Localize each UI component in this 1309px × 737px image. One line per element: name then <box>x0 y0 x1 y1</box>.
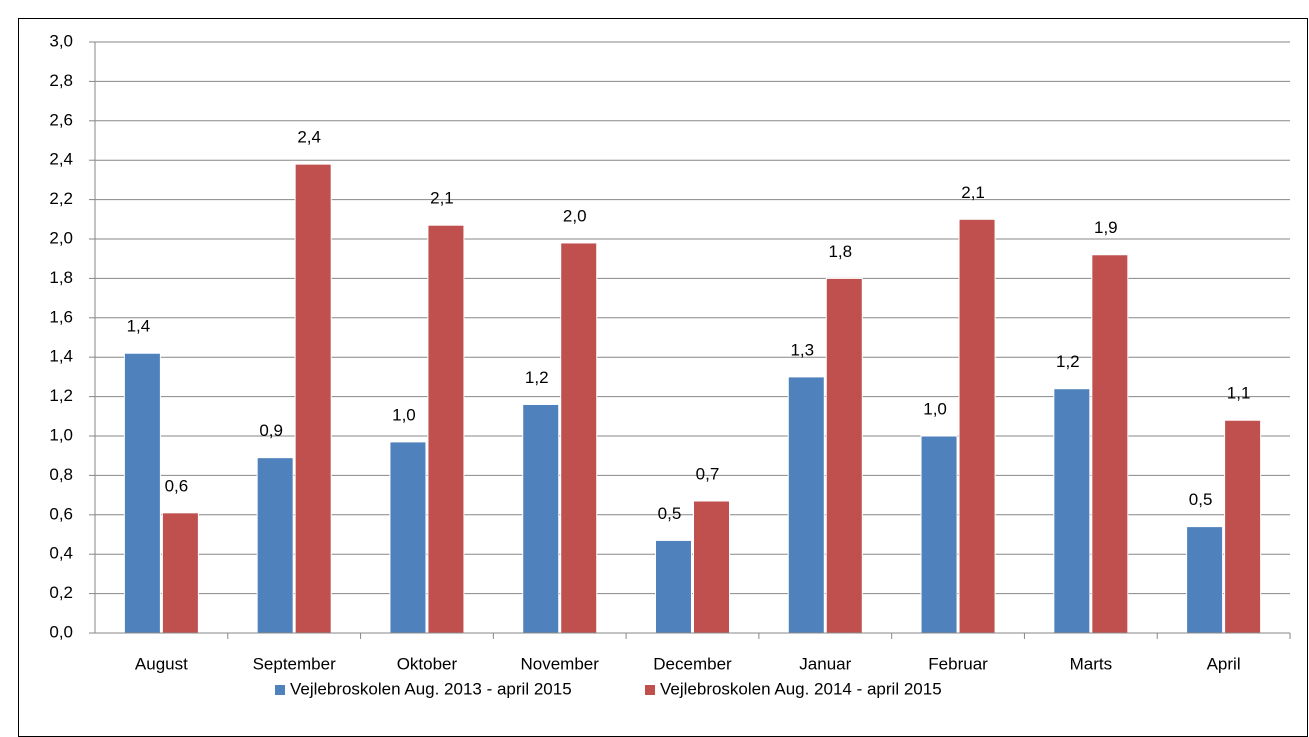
data-label: 2,0 <box>563 206 587 225</box>
bar <box>693 500 730 634</box>
x-tick-label: December <box>653 654 732 673</box>
bar <box>522 403 560 634</box>
data-label: 2,1 <box>430 189 454 208</box>
y-tick-label: 2,6 <box>49 110 73 129</box>
bar <box>825 277 863 634</box>
y-tick-label: 1,2 <box>49 386 73 405</box>
y-tick-label: 2,4 <box>49 150 73 169</box>
bar <box>389 441 427 634</box>
bar <box>560 242 598 634</box>
bar <box>294 163 332 634</box>
bar <box>787 376 825 634</box>
y-tick-label: 2,8 <box>49 71 73 90</box>
data-label: 1,2 <box>1056 352 1080 371</box>
y-tick-label: 1,0 <box>49 425 73 444</box>
bar <box>958 218 996 634</box>
legend-swatch <box>645 685 655 695</box>
bar <box>1053 388 1091 634</box>
data-label: 1,2 <box>525 368 549 387</box>
x-tick-label: Januar <box>799 654 851 673</box>
data-label: 2,4 <box>297 128 321 147</box>
legend-label: Vejlebroskolen Aug. 2014 - april 2015 <box>660 679 942 698</box>
legend-swatch <box>275 685 285 695</box>
y-tick-label: 0,4 <box>49 544 73 563</box>
x-tick-label: August <box>135 654 188 673</box>
data-label: 1,9 <box>1094 218 1118 237</box>
bar <box>1186 526 1224 634</box>
bar <box>256 457 294 634</box>
data-label: 0,5 <box>1189 490 1213 509</box>
y-tick-label: 1,4 <box>49 347 73 366</box>
bar <box>161 512 199 634</box>
data-label: 1,8 <box>828 242 852 261</box>
bar <box>1091 254 1129 634</box>
bar <box>655 539 692 634</box>
y-tick-label: 0,8 <box>49 465 73 484</box>
data-label: 0,6 <box>165 476 189 495</box>
x-tick-label: Oktober <box>397 654 458 673</box>
bar <box>1224 419 1262 634</box>
x-tick-label: April <box>1207 654 1241 673</box>
data-label: 1,0 <box>923 399 947 418</box>
x-tick-label: Marts <box>1070 654 1113 673</box>
data-label: 1,0 <box>392 405 416 424</box>
data-label: 1,4 <box>127 317 151 336</box>
x-tick-label: November <box>521 654 600 673</box>
data-label: 2,1 <box>961 183 985 202</box>
y-tick-label: 2,0 <box>49 228 73 247</box>
data-label: 1,1 <box>1227 384 1251 403</box>
y-tick-label: 0,2 <box>49 583 73 602</box>
y-tick-label: 1,8 <box>49 268 73 287</box>
data-label: 1,3 <box>790 340 814 359</box>
bar <box>427 224 465 634</box>
data-label: 0,5 <box>658 504 682 523</box>
y-tick-label: 2,2 <box>49 189 73 208</box>
y-tick-label: 1,6 <box>49 307 73 326</box>
x-tick-label: Februar <box>928 654 988 673</box>
data-label: 0,7 <box>696 464 720 483</box>
legend-label: Vejlebroskolen Aug. 2013 - april 2015 <box>290 679 572 698</box>
bar <box>920 435 958 634</box>
x-tick-label: September <box>253 654 336 673</box>
data-label: 0,9 <box>259 421 283 440</box>
y-tick-label: 0,6 <box>49 504 73 523</box>
bar <box>123 352 161 634</box>
y-tick-label: 3,0 <box>49 31 73 50</box>
y-tick-label: 0,0 <box>49 622 73 641</box>
